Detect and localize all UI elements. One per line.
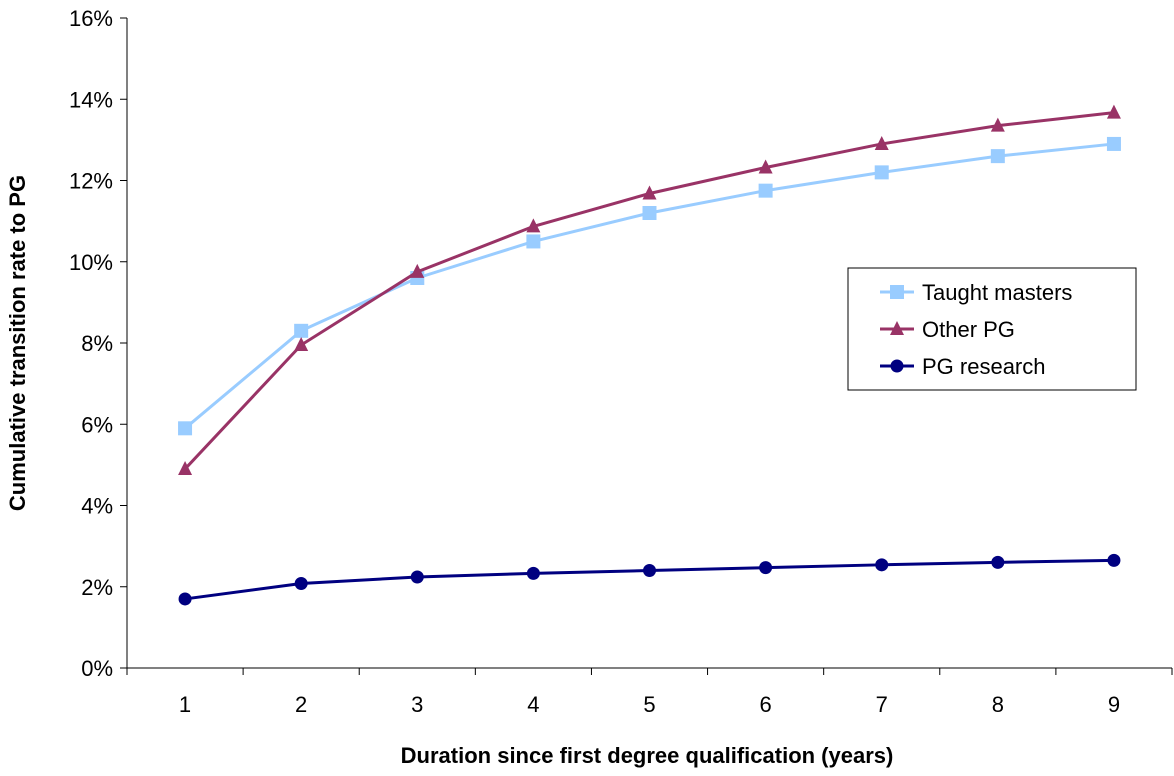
y-tick-label: 4% bbox=[81, 494, 113, 519]
x-ticks: 1 2 3 4 5 6 7 8 9 bbox=[126, 668, 1173, 717]
legend-label: Taught masters bbox=[922, 280, 1072, 305]
data-point bbox=[178, 460, 193, 475]
legend-marker bbox=[890, 359, 904, 373]
data-point bbox=[526, 234, 541, 249]
x-tick-label: 2 bbox=[295, 692, 307, 717]
data-point bbox=[294, 323, 309, 338]
y-tick-label: 0% bbox=[81, 656, 113, 681]
data-point bbox=[643, 564, 656, 577]
data-point bbox=[410, 570, 424, 584]
x-tick-label: 5 bbox=[643, 692, 655, 717]
data-point bbox=[991, 555, 1005, 569]
x-tick-label: 4 bbox=[527, 692, 539, 717]
series-layer bbox=[178, 104, 1121, 606]
x-tick-label: 3 bbox=[411, 692, 423, 717]
data-point bbox=[526, 566, 540, 580]
data-point bbox=[758, 183, 773, 198]
data-point bbox=[526, 218, 541, 233]
data-point bbox=[759, 561, 773, 575]
data-point bbox=[1106, 104, 1121, 119]
data-point bbox=[758, 159, 773, 174]
data-point bbox=[294, 577, 308, 590]
y-tick-label: 6% bbox=[81, 412, 113, 437]
data-point bbox=[642, 185, 657, 200]
x-tick-label: 7 bbox=[876, 692, 888, 717]
data-point bbox=[875, 558, 889, 572]
legend-label: PG research bbox=[922, 354, 1046, 379]
y-tick-label: 2% bbox=[81, 575, 113, 600]
x-tick-label: 8 bbox=[992, 692, 1004, 717]
data-point bbox=[1107, 553, 1121, 567]
y-tick-label: 14% bbox=[69, 87, 113, 112]
series-other-pg bbox=[178, 104, 1121, 475]
data-point bbox=[642, 206, 657, 220]
data-point bbox=[178, 421, 193, 436]
y-tick-label: 12% bbox=[69, 169, 113, 194]
data-point bbox=[874, 165, 889, 180]
legend-item: Other PG bbox=[880, 317, 1015, 342]
data-point bbox=[990, 117, 1005, 132]
legend-marker bbox=[890, 285, 904, 299]
y-tick-label: 16% bbox=[69, 6, 113, 31]
data-point bbox=[294, 337, 309, 352]
x-tick-label: 6 bbox=[759, 692, 771, 717]
x-tick-label: 9 bbox=[1108, 692, 1120, 717]
data-point bbox=[178, 592, 192, 606]
legend-marker bbox=[890, 321, 904, 335]
series-pg-research bbox=[178, 553, 1121, 606]
y-ticks: 0% 2% 4% 6% 8% 10% 12% 14% 16% bbox=[69, 6, 127, 681]
data-point bbox=[990, 149, 1005, 164]
x-tick-label: 1 bbox=[179, 692, 191, 717]
y-axis-title: Cumulative transition rate to PG bbox=[5, 175, 30, 511]
data-point bbox=[410, 263, 425, 278]
legend: Taught masters Other PG PG research bbox=[847, 267, 1137, 391]
legend-item: PG research bbox=[880, 354, 1046, 379]
y-tick-label: 10% bbox=[69, 250, 113, 275]
data-point bbox=[874, 135, 889, 150]
x-axis-title: Duration since first degree qualificatio… bbox=[401, 743, 894, 768]
y-tick-label: 8% bbox=[81, 331, 113, 356]
data-point bbox=[1106, 136, 1121, 151]
legend-item: Taught masters bbox=[880, 280, 1072, 305]
legend-label: Other PG bbox=[922, 317, 1015, 342]
